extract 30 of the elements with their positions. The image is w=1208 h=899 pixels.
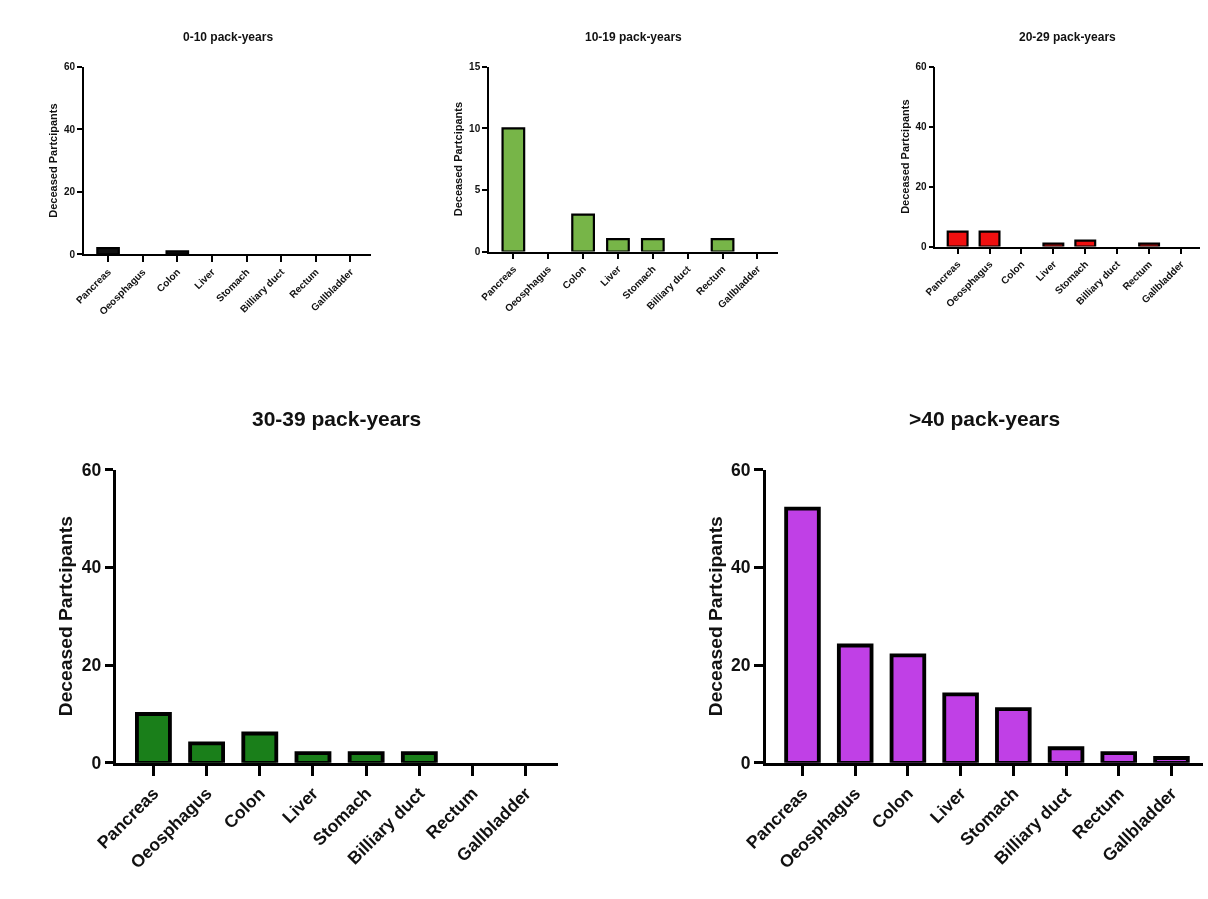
y-axis-title: Deceased Partcipants <box>55 516 77 717</box>
chart-title: 30-39 pack-years <box>252 407 422 430</box>
chart-title: 10-19 pack-years <box>585 30 683 44</box>
y-tick-label: 60 <box>63 61 76 73</box>
y-tick-label: 40 <box>81 557 102 578</box>
y-tick-label: 40 <box>731 557 751 578</box>
y-axis-title: Deceased Partcipants <box>704 516 726 717</box>
y-axis-title: Deceased Partcipants <box>452 101 465 217</box>
y-tick-label: 0 <box>474 246 481 258</box>
y-tick-label: 0 <box>920 241 927 253</box>
y-tick-label: 60 <box>81 459 102 480</box>
y-tick-label: 40 <box>915 121 927 133</box>
y-tick-label: 5 <box>474 184 481 196</box>
y-tick-label: 10 <box>469 122 481 134</box>
chart-title: 20-29 pack-years <box>1019 30 1117 44</box>
y-tick-label: 60 <box>731 459 751 480</box>
y-axis-title: Deceased Partcipants <box>47 103 60 218</box>
chart-title: >40 pack-years <box>909 407 1061 430</box>
y-tick-label: 0 <box>91 753 102 773</box>
y-tick-label: 20 <box>731 655 751 676</box>
y-tick-label: 20 <box>915 181 927 193</box>
y-tick-label: 40 <box>63 123 76 135</box>
y-axis-title: Deceased Partcipants <box>898 99 911 214</box>
y-tick-label: 20 <box>63 186 76 198</box>
chart-title: 0-10 pack-years <box>183 30 274 44</box>
y-tick-label: 0 <box>740 753 751 773</box>
y-tick-label: 0 <box>69 248 76 260</box>
y-tick-label: 60 <box>915 61 927 73</box>
y-tick-label: 15 <box>469 61 481 73</box>
y-tick-label: 20 <box>81 655 102 676</box>
